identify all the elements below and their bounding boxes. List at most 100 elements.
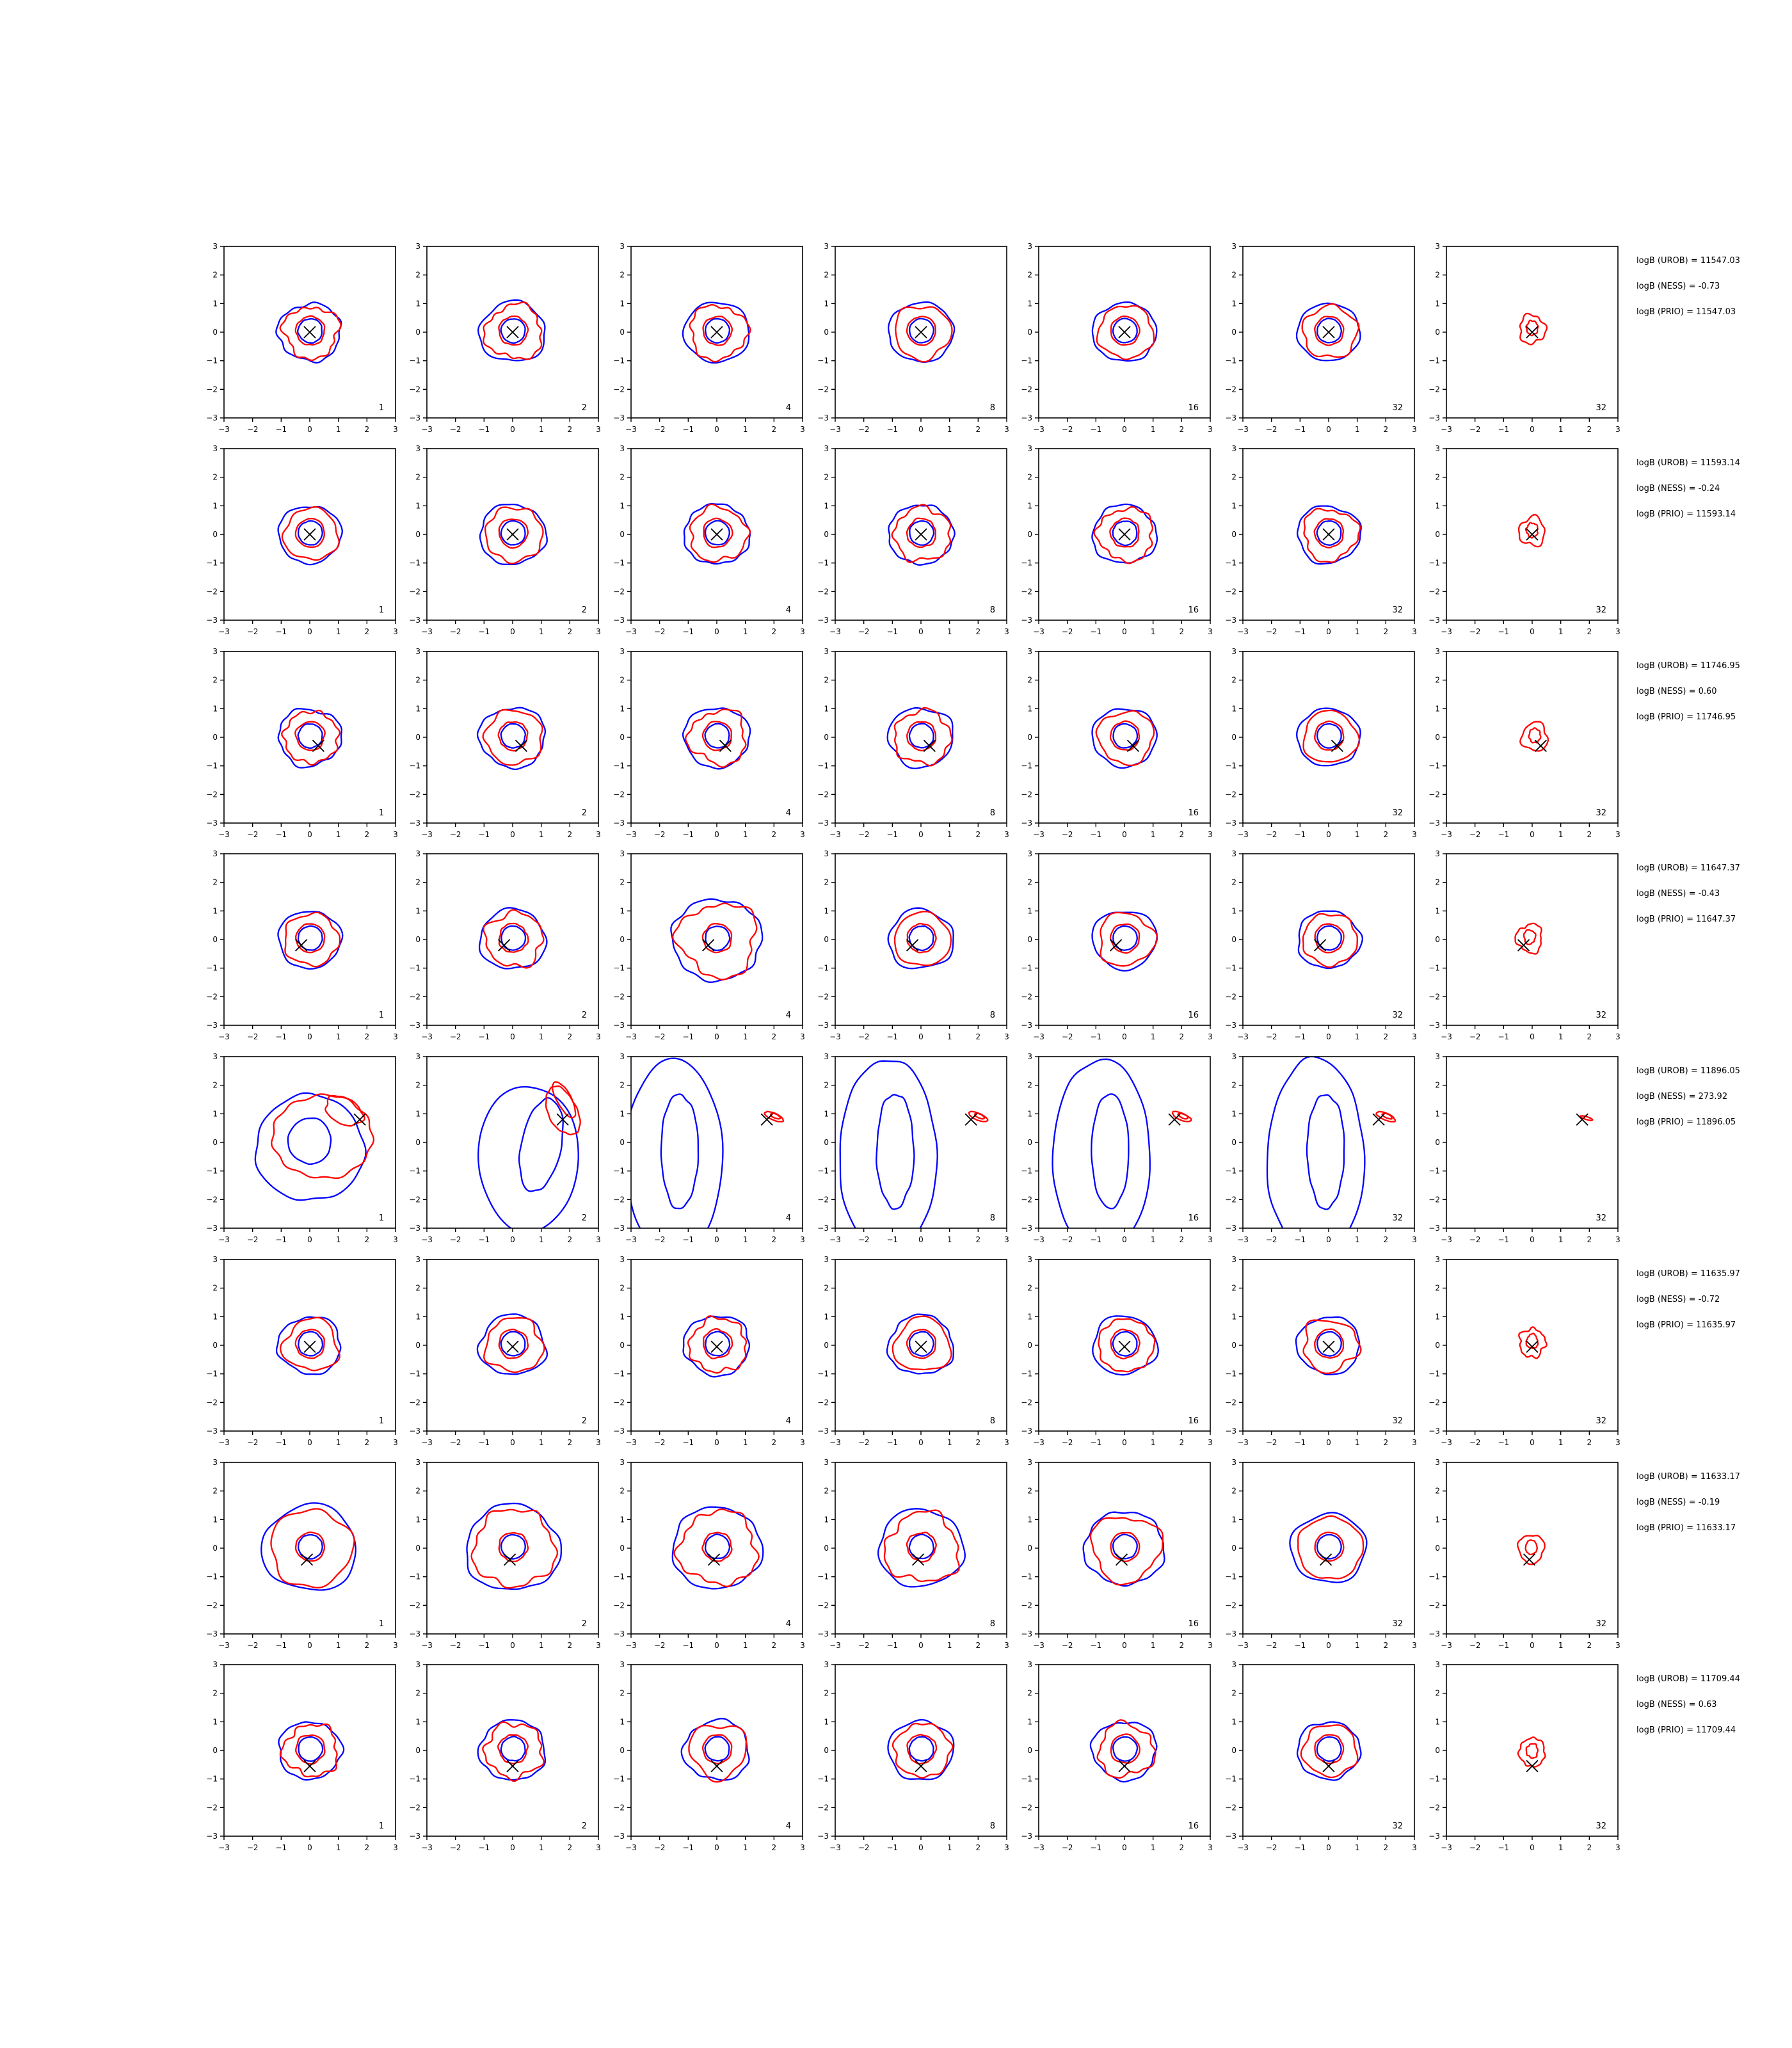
x-tick-label: −2 xyxy=(654,1235,666,1244)
x-tick-label: −2 xyxy=(1266,627,1277,636)
y-tick-label: 0 xyxy=(1231,530,1236,539)
x-tick-label: −1 xyxy=(478,627,490,636)
x-tick-label: 1 xyxy=(539,830,544,839)
stat-line: logB (UROB) = 11547.03 xyxy=(1636,256,1740,266)
panel-contours xyxy=(275,301,342,364)
true-value-marker xyxy=(1523,1553,1536,1566)
panel-r8-c1: −3−3 −2 −2 −1 −1 0 0 1 1 2 2 3 3 1 xyxy=(206,1660,398,1852)
y-tick-label: −2 xyxy=(1225,1601,1236,1610)
x-tick-label: 3 xyxy=(800,1843,805,1852)
y-tick-label: −3 xyxy=(1428,1021,1440,1030)
x-tick-label: 3 xyxy=(1208,1032,1213,1041)
panel-r8-c2: −3−3 −2 −2 −1 −1 0 0 1 1 2 2 3 3 2 xyxy=(409,1660,601,1852)
contour-blue xyxy=(909,317,934,344)
panel-contours xyxy=(1092,1315,1159,1376)
y-tick-label: −2 xyxy=(613,587,625,596)
x-tick-label: 2 xyxy=(1587,1843,1592,1852)
x-tick-label: −2 xyxy=(654,1438,666,1447)
x-tick-label: −2 xyxy=(450,1438,461,1447)
stat-line: logB (UROB) = 11896.05 xyxy=(1636,1066,1740,1076)
panel-r4-c3: −3−3 −2 −2 −1 −1 0 0 1 1 2 2 3 3 4 xyxy=(613,849,805,1041)
axes-frame xyxy=(426,651,599,824)
contour-blue xyxy=(297,925,323,951)
x-tick-label: 1 xyxy=(1558,1438,1564,1447)
panel-label: 1 xyxy=(379,1416,384,1426)
y-tick-label: −2 xyxy=(1225,587,1236,596)
panel-contours xyxy=(277,911,344,970)
x-tick-label: −2 xyxy=(1469,627,1481,636)
panel-contours xyxy=(680,1718,750,1783)
x-tick-label: 0 xyxy=(510,1641,515,1650)
panel-r3-c7: −3−3 −2 −2 −1 −1 0 0 1 1 2 2 3 3 32 xyxy=(1428,647,1620,839)
x-tick-label: 2 xyxy=(1384,1843,1389,1852)
y-tick-label: 1 xyxy=(1435,704,1440,713)
y-tick-label: 0 xyxy=(824,935,829,944)
y-tick-label: 0 xyxy=(415,1746,420,1755)
y-tick-label: 3 xyxy=(1231,647,1236,656)
x-tick-label: −3 xyxy=(218,1235,230,1244)
x-tick-label: −1 xyxy=(478,1438,490,1447)
y-tick-label: 3 xyxy=(1027,647,1032,656)
y-tick-label: 0 xyxy=(1435,733,1440,742)
y-tick-label: −2 xyxy=(409,587,420,596)
x-tick-label: −1 xyxy=(478,425,490,434)
x-tick-label: 3 xyxy=(1615,425,1620,434)
x-tick-label: 3 xyxy=(800,1438,805,1447)
panel-label: 16 xyxy=(1188,1011,1199,1020)
panel-r1-c3: −3−3 −2 −2 −1 −1 0 0 1 1 2 2 3 3 4 xyxy=(613,242,805,434)
x-tick-label: 0 xyxy=(714,1438,719,1447)
panel-contours xyxy=(887,1718,955,1780)
contour-blue xyxy=(500,1533,526,1560)
x-tick-label: 3 xyxy=(393,1843,398,1852)
y-tick-label: 1 xyxy=(1231,1109,1236,1118)
true-value-marker xyxy=(1322,1759,1335,1773)
x-tick-label: 2 xyxy=(568,1438,573,1447)
y-tick-label: 1 xyxy=(1027,299,1032,308)
x-tick-label: −2 xyxy=(1469,425,1481,434)
true-value-marker xyxy=(1109,939,1123,952)
y-tick-label: 1 xyxy=(1435,299,1440,308)
x-tick-label: −1 xyxy=(1294,627,1306,636)
x-tick-label: 0 xyxy=(1530,1641,1535,1650)
x-tick-label: 3 xyxy=(1412,1843,1417,1852)
x-tick-label: −1 xyxy=(275,1235,287,1244)
y-tick-label: 1 xyxy=(824,704,829,713)
x-tick-label: −1 xyxy=(275,627,287,636)
x-tick-label: −3 xyxy=(625,1438,637,1447)
y-tick-label: 1 xyxy=(824,501,829,510)
contour-blue xyxy=(876,1094,915,1210)
x-tick-label: −3 xyxy=(218,627,230,636)
y-tick-label: 1 xyxy=(415,501,420,510)
panel-contours xyxy=(1091,503,1158,564)
y-tick-label: −3 xyxy=(817,1224,829,1233)
y-tick-label: 1 xyxy=(1435,501,1440,510)
true-value-marker xyxy=(515,739,528,753)
true-value-marker xyxy=(1526,1340,1539,1353)
contour-blue xyxy=(275,301,342,364)
y-tick-label: 3 xyxy=(1027,1255,1032,1264)
y-tick-label: −1 xyxy=(409,356,420,365)
x-tick-label: 0 xyxy=(918,627,924,636)
contour-red xyxy=(483,909,545,969)
panel-contours xyxy=(1296,707,1361,767)
true-value-marker xyxy=(1118,1759,1131,1773)
true-value-marker xyxy=(1576,1113,1588,1126)
panel-contours xyxy=(887,907,954,970)
panel-r5-c6: −3−3 −2 −2 −1 −1 0 0 1 1 2 2 3 3 32 xyxy=(1225,1052,1417,1244)
y-tick-label: −3 xyxy=(1225,1629,1236,1638)
contour-blue xyxy=(887,907,954,970)
y-tick-label: 3 xyxy=(1231,242,1236,251)
x-tick-label: 3 xyxy=(1412,1438,1417,1447)
true-value-marker xyxy=(1322,326,1335,339)
panel-r1-c1: −3−3 −2 −2 −1 −1 0 0 1 1 2 2 3 3 1 xyxy=(206,242,398,434)
panel-r7-c5: −3−3 −2 −2 −1 −1 0 0 1 1 2 2 3 3 16 xyxy=(1021,1458,1213,1650)
contour-red xyxy=(279,307,342,362)
x-tick-label: 0 xyxy=(1530,830,1535,839)
x-tick-label: −3 xyxy=(421,425,433,434)
x-tick-label: −3 xyxy=(1033,1235,1044,1244)
x-tick-label: −1 xyxy=(275,1438,287,1447)
contour-red xyxy=(974,1112,986,1120)
x-tick-label: 3 xyxy=(1615,830,1620,839)
panel-contours xyxy=(670,898,764,983)
true-value-marker xyxy=(506,1759,519,1773)
